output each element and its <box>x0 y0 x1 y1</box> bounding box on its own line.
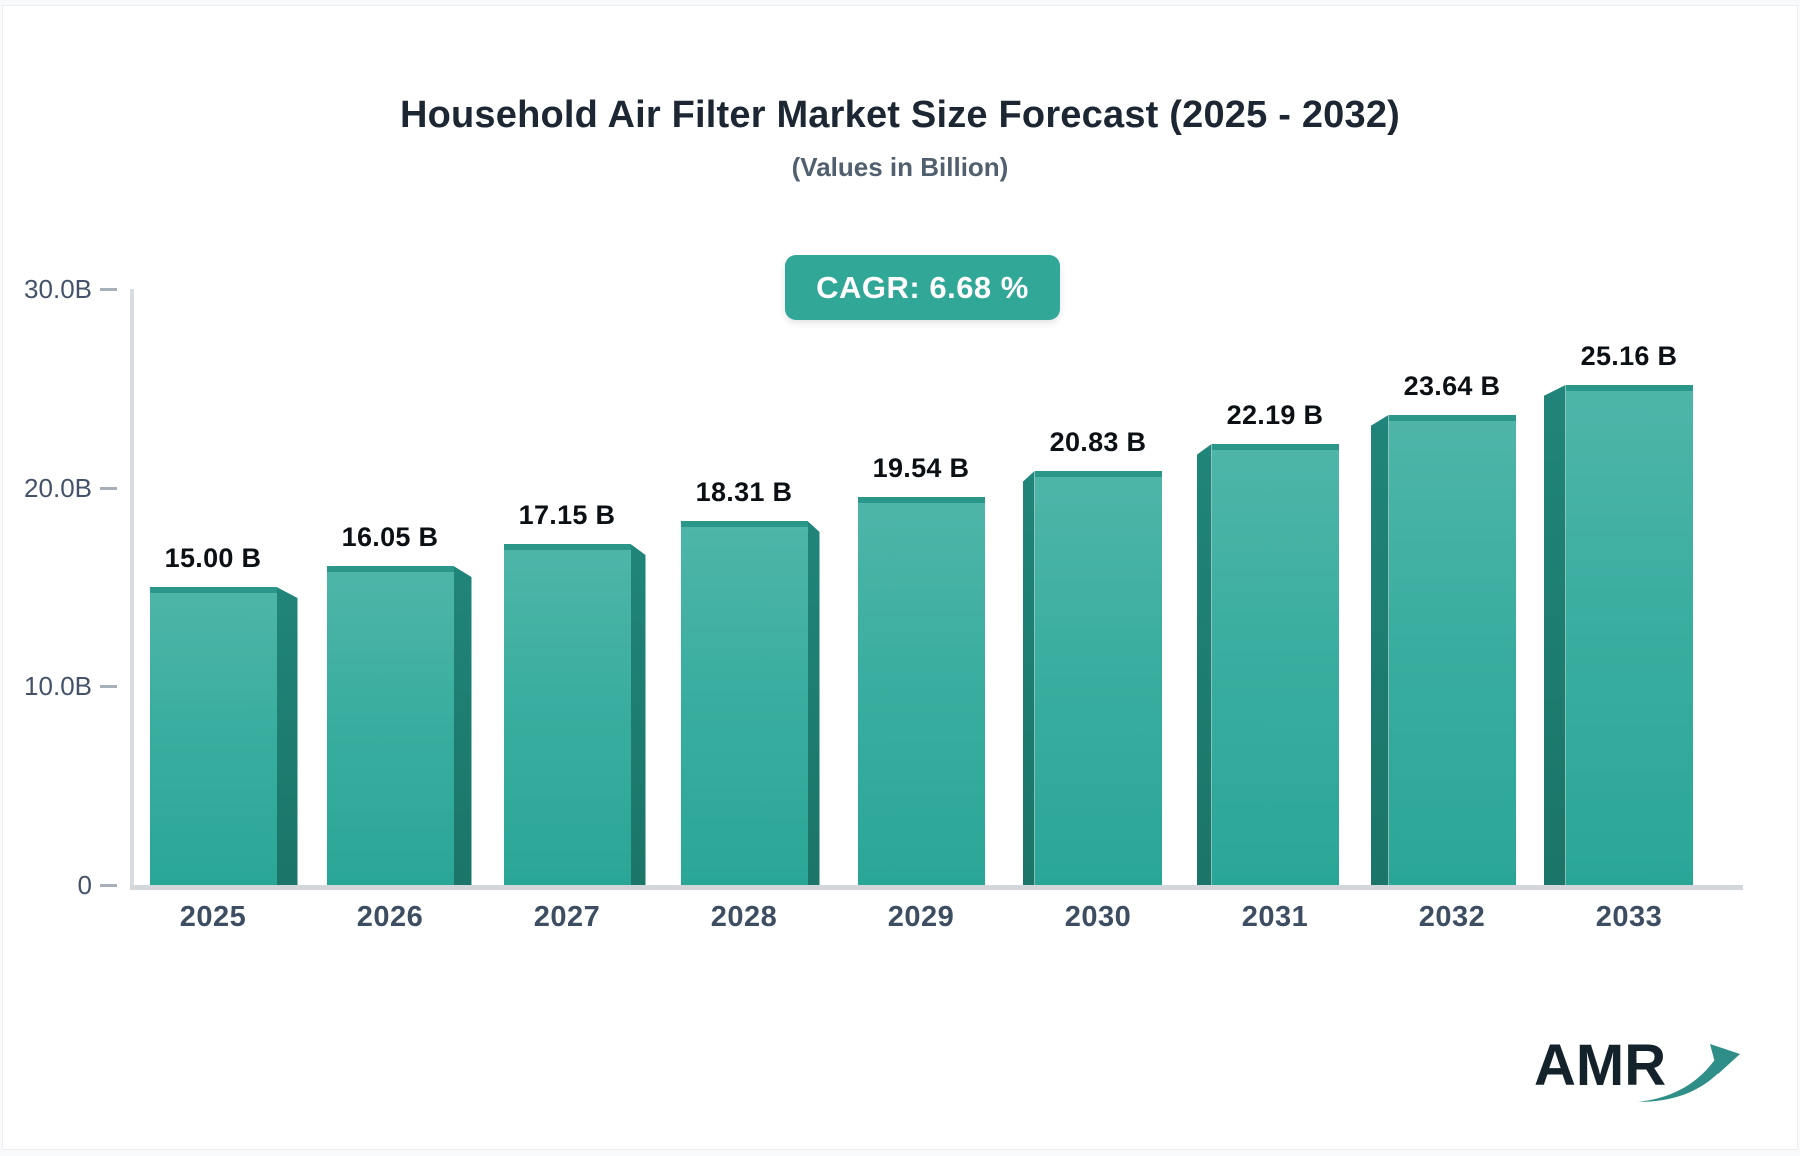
bar-3d-side <box>1022 471 1035 885</box>
x-axis-label: 2031 <box>1241 901 1309 933</box>
bar-top-edge <box>1388 415 1516 421</box>
bar-top-edge <box>149 587 277 593</box>
x-axis-line <box>130 885 1743 890</box>
bar-value-label: 20.83 B <box>1049 427 1147 457</box>
bar[interactable] <box>680 521 808 885</box>
chart-subtitle: (Values in Billion) <box>791 152 1009 182</box>
bar[interactable] <box>326 566 454 885</box>
y-axis-label: 0 <box>77 870 92 900</box>
y-axis-tick <box>100 685 117 689</box>
bar-value-label: 25.16 B <box>1580 341 1678 371</box>
bar-value-label: 15.00 B <box>164 543 262 573</box>
y-axis-tick <box>100 288 117 291</box>
bar[interactable] <box>149 587 277 885</box>
y-axis-label: 10.0B <box>24 671 92 702</box>
x-axis-label: 2033 <box>1595 901 1663 933</box>
x-axis-label: 2025 <box>179 901 247 933</box>
x-axis-label: 2028 <box>710 901 778 933</box>
bar-value-label: 19.54 B <box>872 453 970 483</box>
bar-3d-side <box>630 544 646 885</box>
bar-3d-side <box>453 566 472 885</box>
bar[interactable] <box>1388 415 1516 885</box>
bar-3d-side <box>1370 415 1389 885</box>
bar-top-edge <box>680 521 808 527</box>
bar-3d-side <box>807 521 820 885</box>
bar-value-label: 17.15 B <box>518 500 616 530</box>
growth-arrow-icon <box>1638 1044 1740 1102</box>
bar-value-label: 16.05 B <box>341 522 439 552</box>
bar-top-edge <box>326 566 454 572</box>
bar[interactable] <box>1211 444 1339 885</box>
bar[interactable] <box>1034 471 1162 885</box>
bar[interactable] <box>857 497 985 885</box>
bar-3d-side <box>276 587 298 885</box>
bar-value-label: 18.31 B <box>695 477 793 507</box>
y-axis-label: 20.0B <box>24 472 92 503</box>
bar-3d-side <box>1543 385 1566 885</box>
amr-logo-text: AMR <box>1534 1033 1667 1098</box>
bar[interactable] <box>1565 385 1693 885</box>
x-axis-label: 2026 <box>356 901 424 933</box>
bar-top-edge <box>503 544 631 550</box>
bar-value-label: 23.64 B <box>1403 371 1501 401</box>
bar-top-edge <box>1211 444 1339 450</box>
x-axis-label: 2027 <box>533 901 601 933</box>
bar-3d-side <box>1196 444 1212 885</box>
amr-logo: AMR <box>1534 1033 1740 1114</box>
chart-title: Household Air Filter Market Size Forecas… <box>399 94 1401 136</box>
y-axis-line <box>130 289 134 886</box>
x-axis-label: 2032 <box>1418 901 1486 933</box>
bar[interactable] <box>503 544 631 885</box>
y-axis-tick <box>100 486 117 490</box>
x-axis-label: 2030 <box>1064 901 1132 933</box>
y-axis-tick <box>100 884 117 887</box>
x-axis-label: 2029 <box>887 901 955 933</box>
bar-top-edge <box>857 497 985 503</box>
bar-value-label: 22.19 B <box>1226 400 1324 430</box>
cagr-badge: CAGR: 6.68 % <box>785 255 1060 320</box>
bar-top-edge <box>1034 471 1162 477</box>
y-axis-label: 30.0B <box>24 274 92 304</box>
bar-top-edge <box>1565 385 1693 391</box>
